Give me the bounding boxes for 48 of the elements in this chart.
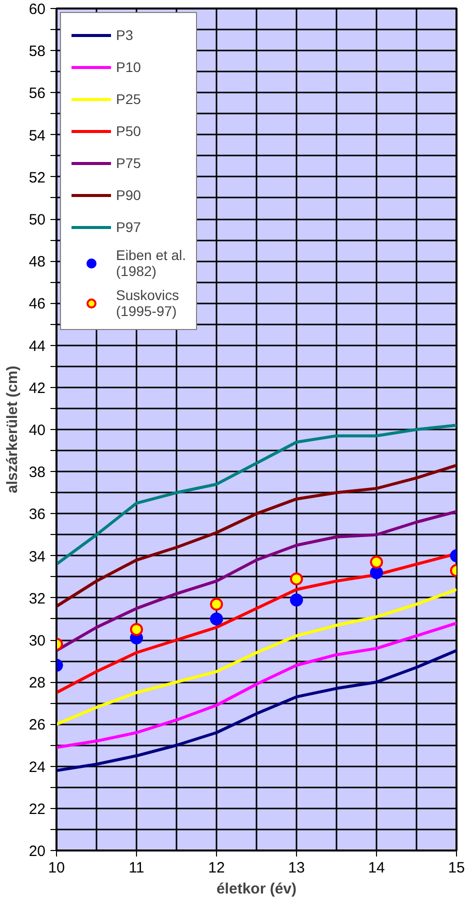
x-tick-label: 12 bbox=[208, 860, 225, 876]
y-tick-label: 38 bbox=[28, 464, 46, 482]
legend-label: Eiben et al. (1982) bbox=[116, 247, 186, 279]
y-tick-label: 54 bbox=[28, 127, 46, 144]
y-tick-label: 44 bbox=[28, 338, 46, 355]
y-tick-label: 52 bbox=[28, 169, 46, 186]
x-tick-label: 13 bbox=[288, 860, 305, 876]
y-tick-label: 40 bbox=[28, 422, 46, 439]
y-axis-title: alszárkerület (cm) bbox=[4, 366, 21, 494]
x-tick-label: 10 bbox=[48, 860, 65, 876]
line-series bbox=[56, 510, 456, 652]
point bbox=[290, 572, 303, 586]
legend-label: P90 bbox=[116, 186, 141, 205]
x-tick-label: 11 bbox=[128, 860, 144, 876]
y-tick-label: 56 bbox=[28, 85, 46, 102]
y-tick-label: 58 bbox=[28, 43, 46, 60]
legend-label: P25 bbox=[116, 90, 141, 109]
y-tick-label: 36 bbox=[28, 506, 46, 524]
y-tick-label: 22 bbox=[28, 800, 46, 818]
line-series bbox=[56, 588, 456, 726]
y-tick-label: 46 bbox=[28, 296, 46, 313]
y-tick-label: 26 bbox=[28, 716, 46, 734]
y-tick-label: 20 bbox=[28, 843, 46, 860]
y-tick-label: 24 bbox=[28, 758, 46, 776]
legend-label: P97 bbox=[116, 218, 141, 237]
legend-label: P50 bbox=[116, 122, 141, 141]
y-tick-label: 30 bbox=[28, 632, 46, 650]
x-axis-title: életkor (év) bbox=[216, 880, 297, 898]
x-tick-label: 15 bbox=[448, 860, 465, 876]
point bbox=[210, 598, 223, 611]
line-series bbox=[56, 649, 456, 772]
y-tick-label: 48 bbox=[28, 254, 46, 271]
legend-label: P75 bbox=[116, 154, 141, 173]
legend-label: Suskovics (1995-97) bbox=[116, 287, 180, 319]
y-tick-label: 34 bbox=[28, 548, 46, 566]
y-tick-label: 28 bbox=[28, 674, 46, 692]
point bbox=[290, 594, 303, 606]
y-tick-label: 32 bbox=[28, 590, 46, 608]
y-tick-label: 50 bbox=[28, 212, 46, 228]
line-series bbox=[56, 622, 456, 749]
line-series bbox=[56, 464, 456, 608]
point bbox=[210, 612, 223, 626]
legend-label: P3 bbox=[116, 26, 134, 45]
line-series bbox=[56, 424, 456, 566]
y-tick-label: 60 bbox=[28, 1, 46, 18]
legend-label: P10 bbox=[116, 58, 141, 77]
y-tick-label: 42 bbox=[28, 380, 46, 397]
x-tick-label: 14 bbox=[368, 860, 385, 876]
